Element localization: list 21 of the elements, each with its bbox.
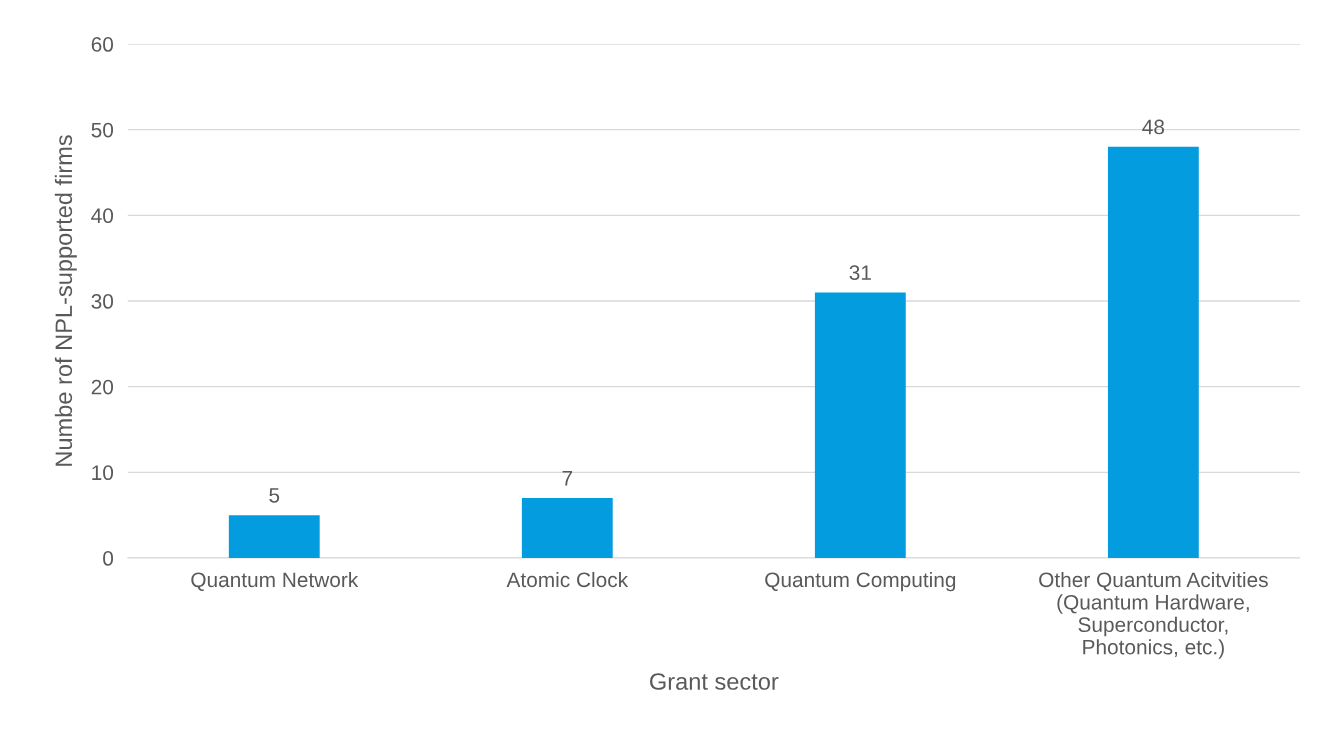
data-label: 31	[849, 265, 871, 280]
y-tick-label: 10	[92, 465, 114, 481]
data-label: 5	[269, 488, 280, 503]
y-tick-label: 50	[91, 122, 114, 138]
bar	[1107, 146, 1199, 559]
y-tick-label: 30	[91, 294, 114, 309]
bar	[228, 515, 320, 559]
data-label: 48	[1142, 119, 1165, 135]
x-tick-label: Atomic Clock	[506, 571, 629, 588]
x-tick-label: Quantum Network	[191, 571, 359, 591]
x-tick-label: Other Quantum Acitvities (Quantum Hardware, Superconductor, Photonics, etc.)	[1039, 571, 1268, 659]
y-tick-label: 40	[91, 208, 114, 224]
data-label: 7	[562, 471, 573, 486]
y-tick-label: 20	[91, 379, 114, 395]
x-tick-label: Quantum Computing	[765, 571, 956, 592]
bar	[521, 498, 613, 559]
y-tick-label: 60	[91, 37, 114, 52]
bar	[814, 292, 906, 559]
y-axis-title: Numbe rof NPL-supported firms	[54, 135, 77, 466]
y-tick-label: 0	[103, 551, 114, 566]
x-axis-title: Grant sector	[650, 673, 779, 690]
